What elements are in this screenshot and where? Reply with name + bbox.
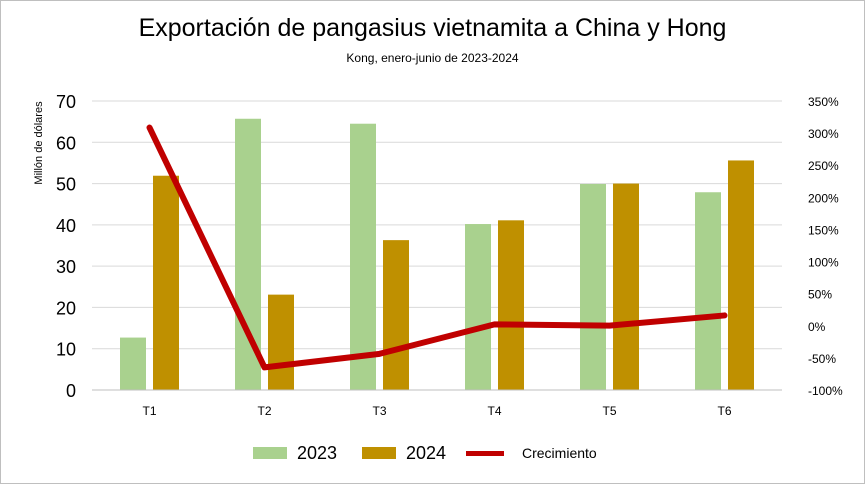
bar-2023-T1	[120, 337, 146, 390]
y-tick-label: 60	[56, 133, 76, 153]
y2-tick-label: 0%	[808, 320, 826, 334]
legend: 2023 2024 Crecimiento	[0, 440, 865, 466]
y2-tick-label: 250%	[808, 159, 839, 173]
bar-2024-T1	[153, 175, 179, 390]
legend-item-growth: Crecimiento	[466, 440, 597, 466]
growth-line-layer	[146, 124, 728, 371]
x-tick-label: T2	[257, 404, 271, 418]
x-tick-label: T6	[717, 404, 731, 418]
legend-item-2023: 2023	[253, 440, 337, 466]
x-tick-label: T3	[372, 404, 386, 418]
legend-label-2024: 2024	[406, 442, 447, 463]
y-tick-label: 50	[56, 175, 76, 195]
y-tick-label: 0	[66, 381, 76, 401]
chart-subtitle: Kong, enero-junio de 2023-2024	[346, 51, 519, 65]
y-tick-label: 30	[56, 257, 76, 277]
y-tick-label: 10	[56, 340, 76, 360]
legend-label-growth: Crecimiento	[522, 445, 597, 461]
y2-tick-label: 100%	[808, 256, 839, 270]
legend-swatch-growth	[466, 450, 504, 456]
x-tick-label: T5	[602, 404, 616, 418]
bar-2023-T5	[580, 183, 606, 390]
y2-tick-label: -100%	[808, 384, 843, 398]
gridlines	[92, 100, 782, 350]
bar-2023-T6	[695, 192, 721, 390]
bar-2024-T5	[613, 183, 639, 390]
y-tick-label: 70	[56, 92, 76, 112]
y-axis-label: Millón de dólares	[33, 101, 45, 185]
axes: 0 10 20 30 40 50 60 70 -100% -50% 0% 50% 100% 150% 200…	[56, 92, 843, 418]
bar-2023-T4	[465, 224, 491, 390]
legend-item-2024: 2024	[362, 440, 446, 466]
bar-2023-T3	[350, 123, 376, 390]
bar-2024-T2	[268, 294, 294, 390]
y-tick-label: 40	[56, 216, 76, 236]
y-tick-label: 20	[56, 298, 76, 318]
y2-tick-label: -50%	[808, 352, 836, 366]
bars	[120, 118, 754, 390]
y2-tick-label: 50%	[808, 288, 832, 302]
growth-line	[146, 124, 728, 371]
y2-tick-label: 200%	[808, 191, 839, 205]
chart-title: Exportación de pangasius vietnamita a Ch…	[138, 14, 727, 42]
bar-2024-T3	[383, 240, 409, 390]
bar-2024-T6	[728, 160, 754, 390]
x-tick-label: T4	[487, 404, 501, 418]
legend-label-2023: 2023	[297, 442, 338, 463]
bar-2024-T4	[498, 220, 524, 390]
legend-swatch-2024	[362, 447, 396, 459]
x-tick-label: T1	[142, 404, 156, 418]
y2-tick-label: 150%	[808, 223, 839, 237]
y2-tick-label: 350%	[808, 95, 839, 109]
y2-tick-label: 300%	[808, 127, 839, 141]
legend-swatch-2023	[253, 447, 287, 459]
